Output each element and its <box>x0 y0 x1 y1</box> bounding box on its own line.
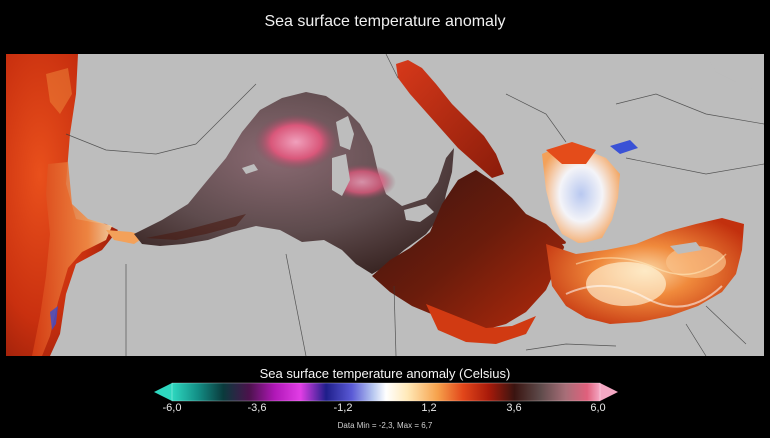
aegean-sea <box>542 144 620 244</box>
sicily <box>404 204 434 222</box>
colorbar-max-arrow <box>600 383 618 401</box>
tick-label: 1,2 <box>421 402 437 414</box>
aegean-north-warm <box>546 142 596 164</box>
alboran-dark-band <box>146 214 246 240</box>
colorbar-min-arrow <box>154 383 172 401</box>
country-borders <box>65 54 764 356</box>
levantine-warm-eddies <box>575 253 727 276</box>
colorbar-gradient <box>172 383 600 401</box>
cyprus <box>670 242 702 254</box>
libya-coast-warm <box>426 304 536 344</box>
crete <box>562 242 598 252</box>
adriatic-sea <box>396 60 504 178</box>
tick-label: 3,6 <box>506 402 522 414</box>
atlantic-coastal-warm-band <box>32 162 112 356</box>
atlantic-north-cool <box>46 68 72 114</box>
colorbar-ticks: -6,0 -3,6 -1,2 1,2 3,6 6,0 <box>0 402 770 416</box>
sardinia <box>332 154 350 196</box>
map-title: Sea surface temperature anomaly <box>264 13 506 30</box>
corsica <box>336 116 354 150</box>
cyprus-region-hot <box>666 246 726 278</box>
tick-label: 6,0 <box>590 402 606 414</box>
tick-label: -1,2 <box>333 402 353 414</box>
atlantic-upwelling-blue <box>50 306 58 330</box>
balearic-islands <box>242 164 258 174</box>
gulf-of-lion-pink-anomaly <box>254 114 338 170</box>
colorbar <box>154 382 618 402</box>
legend-title: Sea surface temperature anomaly (Celsius… <box>259 366 511 381</box>
sst-anomaly-map <box>6 54 764 356</box>
ionian-sea <box>372 170 566 330</box>
data-range-note: Data Min = -2,3, Max = 6,7 <box>337 421 433 430</box>
levantine-white-streaks <box>565 285 723 308</box>
tick-label: -3,6 <box>247 402 267 414</box>
black-sea-edge <box>706 54 764 94</box>
marmara-blue <box>610 140 638 154</box>
tick-label: -6,0 <box>162 402 182 414</box>
levantine-hot-core <box>586 262 666 306</box>
